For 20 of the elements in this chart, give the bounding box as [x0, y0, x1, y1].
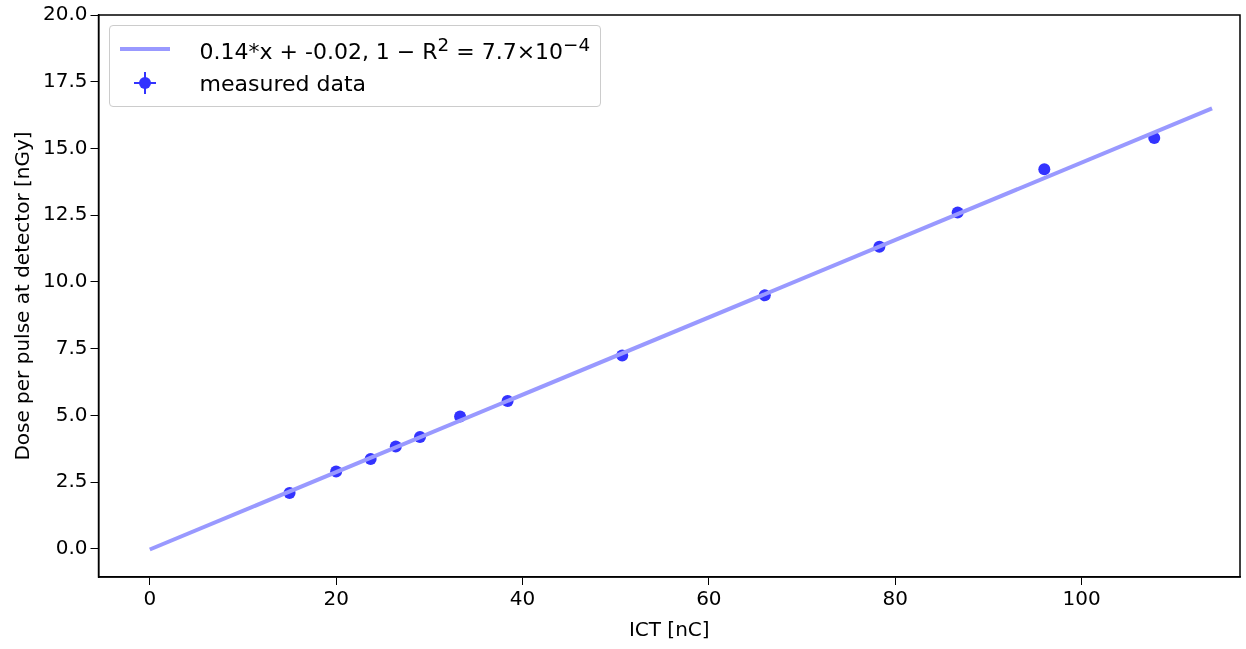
y-tick-label: 20.0 — [43, 1, 88, 26]
y-axis-title: Dose per pulse at detector [nGy] — [10, 131, 35, 461]
x-tick-label: 0 — [143, 586, 157, 611]
y-tick-label: 15.0 — [43, 134, 88, 159]
x-tick-label: 60 — [696, 586, 722, 611]
y-tick-label: 17.5 — [43, 67, 88, 92]
y-tick-label: 2.5 — [55, 468, 88, 493]
y-tick-label: 0.0 — [55, 535, 88, 560]
x-tick-label: 40 — [509, 586, 536, 611]
y-tick-label: 12.5 — [43, 201, 88, 226]
x-tick-label: 80 — [882, 586, 908, 611]
y-tick-label: 5.0 — [55, 401, 88, 426]
x-tick-label: 20 — [323, 586, 349, 611]
y-tick-label: 10.0 — [43, 268, 88, 293]
point — [1038, 163, 1051, 176]
x-axis-title: ICT [nC] — [628, 617, 710, 642]
legend-label: measured data — [199, 70, 366, 96]
legend-label: 0.14*x + -0.02, 1 − R$^{2}$ = 7.7×10$^{−4}$ — [199, 33, 591, 65]
x-tick-label: 100 — [1062, 586, 1101, 611]
y-tick-label: 7.5 — [55, 334, 88, 359]
